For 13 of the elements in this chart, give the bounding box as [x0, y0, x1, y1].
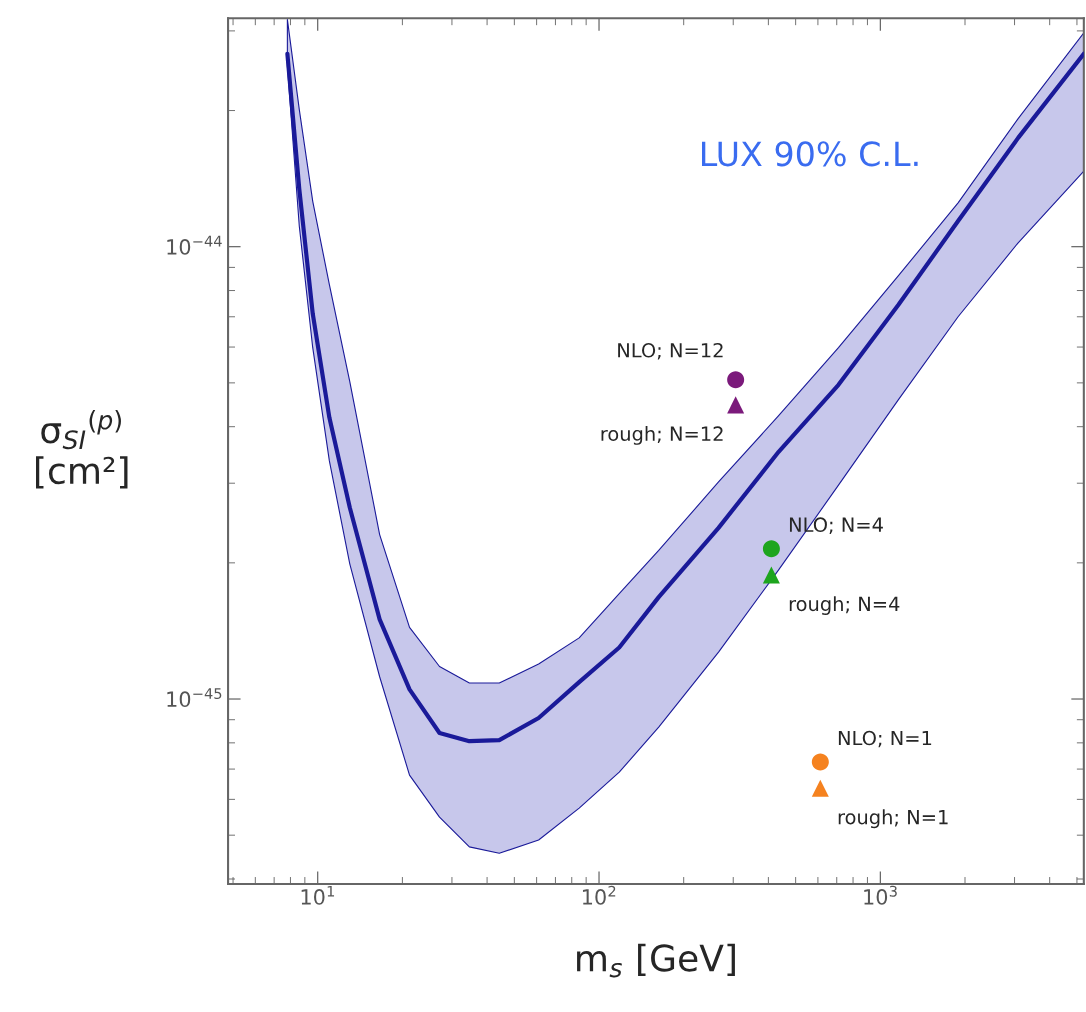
y-tick-label: 10$^{−45}$	[167, 688, 222, 708]
y-tick-label: 10$^{−44}$	[167, 235, 222, 255]
x-tick-label: 10$^{1}$	[301, 885, 335, 905]
annotation: NLO; N=12	[618, 342, 723, 360]
annotation: LUX 90% C.L.	[702, 141, 918, 167]
annotation: rough; N=4	[789, 596, 900, 615]
annotation: NLO; N=1	[838, 730, 932, 748]
x-tick-label: 10$^{2}$	[582, 885, 616, 905]
x-tick-label: 10$^{3}$	[864, 885, 897, 905]
y-axis-title: σ$_{SI}$$^{(p)}$ [cm²]	[36, 410, 128, 489]
annotation: rough; N=1	[838, 809, 948, 829]
x-axis-title: m$_{s}$ [GeV]	[577, 943, 735, 978]
annotation: rough; N=12	[601, 426, 723, 445]
